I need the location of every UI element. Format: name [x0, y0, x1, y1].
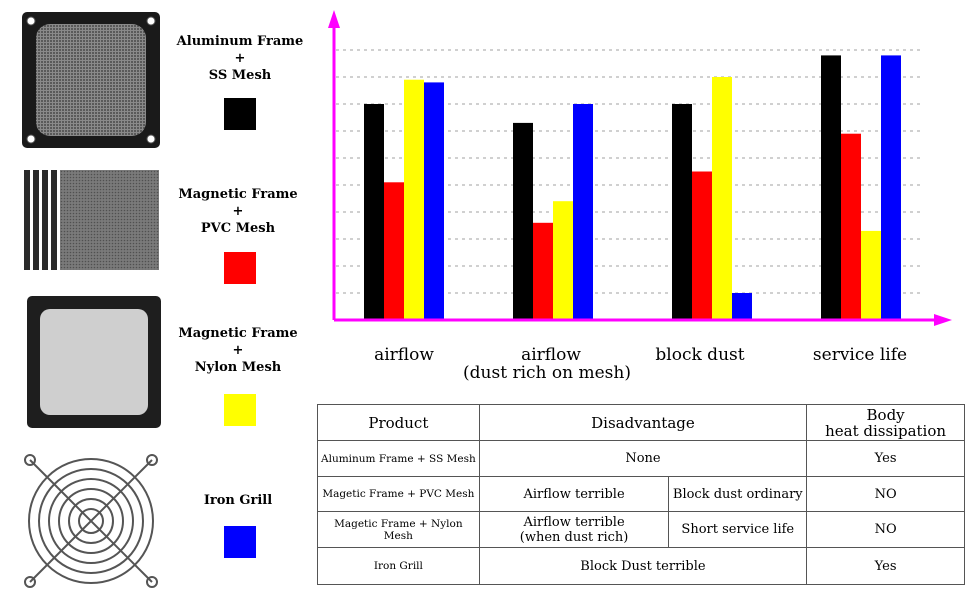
comparison-bar-chart: airflow airflow (dust rich on mesh) bloc… [328, 10, 952, 383]
category-label-block-dust: block dust [655, 345, 744, 365]
bar-series0-cat1 [513, 122, 533, 321]
category-label-service-life: service life [813, 345, 907, 365]
legend-swatch-black [224, 98, 256, 130]
row3-disadvantage-2: Short service life [668, 511, 808, 548]
aluminum-filter-image [22, 12, 160, 148]
header-disadvantage: Disadvantage [478, 404, 808, 441]
row4-heat: Yes [806, 547, 965, 585]
table-row: Magetic Frame + PVC Mesh Airflow terribl… [317, 476, 965, 512]
legend-label-iron-grill: Iron Grill [203, 493, 273, 508]
bar-series0-cat3 [821, 55, 841, 321]
row2-disadvantage-1: Airflow terrible [478, 476, 670, 512]
iron-grill-image [24, 454, 158, 588]
category-label-airflow: airflow [374, 345, 434, 365]
bar-series0-cat2 [672, 104, 692, 320]
legend-swatch-red [224, 252, 256, 284]
bar-series1-cat1 [533, 222, 553, 320]
bar-series3-cat2 [732, 293, 752, 320]
bar-series2-cat2 [712, 77, 732, 320]
bar-series1-cat2 [692, 171, 712, 320]
category-label-airflow-dust-rich: airflow [521, 345, 581, 365]
legend-label-aluminum-ss: Aluminum Frame + SS Mesh [176, 34, 304, 83]
row2-disadvantage-2: Block dust ordinary [668, 476, 808, 512]
row1-disadvantage: None [478, 440, 808, 477]
header-heat-dissipation: Body heat dissipation [806, 404, 965, 441]
category-label-airflow-dust-rich-sub: (dust rich on mesh) [463, 363, 631, 383]
bar-series3-cat3 [881, 55, 901, 321]
table-row: Iron Grill Block Dust terrible Yes [317, 547, 965, 585]
row1-heat: Yes [806, 440, 965, 477]
y-axis-arrow [328, 10, 340, 28]
row3-product: Magetic Frame + Nylon Mesh [317, 511, 480, 548]
magnetic-nylon-filter-image [27, 296, 161, 428]
chart-axes [328, 10, 952, 326]
chart-bars [364, 55, 901, 321]
comparison-table: Product Disadvantage Body heat dissipatio… [317, 404, 965, 585]
table-row: Magetic Frame + Nylon Mesh Airflow terri… [317, 511, 965, 548]
bar-series3-cat0 [424, 82, 444, 321]
magnetic-pvc-filter-image [24, 170, 159, 270]
bar-series2-cat3 [861, 230, 881, 320]
legend-label-magnetic-pvc: Magnetic Frame + PVC Mesh [178, 187, 298, 236]
table-row: Aluminum Frame + SS Mesh None Yes [317, 440, 965, 477]
row3-heat: NO [806, 511, 965, 548]
bar-series2-cat0 [404, 79, 424, 320]
row2-product: Magetic Frame + PVC Mesh [317, 476, 480, 512]
row4-disadvantage: Block Dust terrible [478, 547, 808, 585]
chart-category-labels: airflow airflow (dust rich on mesh) bloc… [374, 345, 907, 383]
bar-series0-cat0 [364, 104, 384, 320]
row4-product: Iron Grill [317, 547, 480, 585]
bar-series3-cat1 [573, 104, 593, 320]
header-product: Product [317, 404, 480, 441]
row3-disadvantage-1: Airflow terrible (when dust rich) [478, 511, 670, 548]
row2-heat: NO [806, 476, 965, 512]
legend-label-magnetic-nylon: Magnetic Frame + Nylon Mesh [178, 326, 298, 375]
bar-series1-cat3 [841, 133, 861, 320]
table-header-row: Product Disadvantage Body heat dissipatio… [317, 404, 965, 441]
x-axis-arrow [934, 314, 952, 326]
legend-swatch-blue [224, 526, 256, 558]
legend-swatch-yellow [224, 394, 256, 426]
bar-series1-cat0 [384, 182, 404, 320]
bar-series2-cat1 [553, 201, 573, 320]
row1-product: Aluminum Frame + SS Mesh [317, 440, 480, 477]
